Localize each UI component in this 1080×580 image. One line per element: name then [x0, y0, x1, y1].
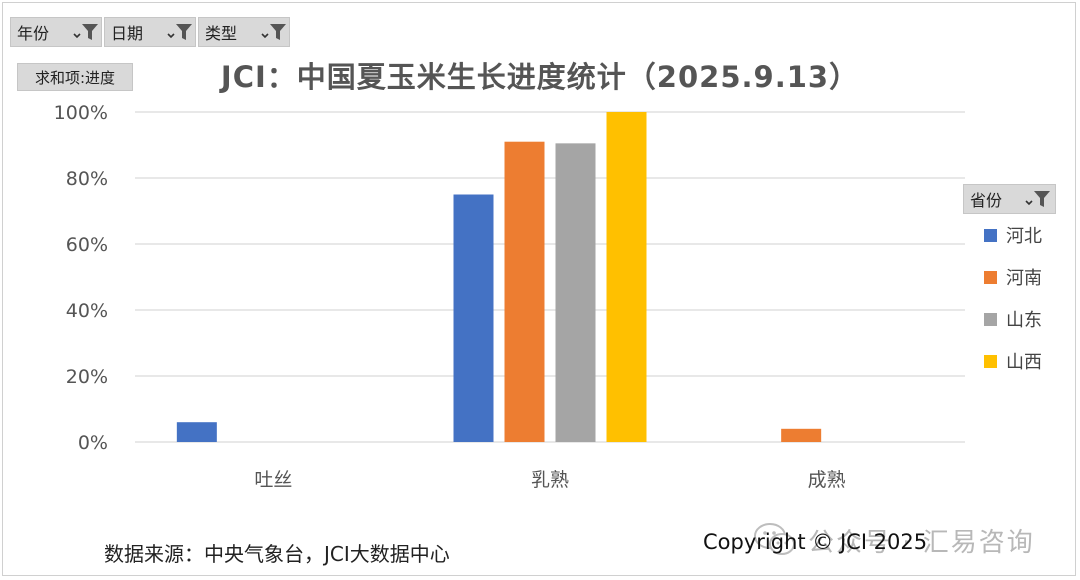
y-tick-label: 0%	[78, 432, 108, 454]
legend-swatch	[984, 270, 997, 284]
bar-山西-乳熟	[606, 112, 647, 442]
y-tick-label: 60%	[66, 234, 108, 256]
filter-type-button[interactable]: 类型	[198, 17, 290, 47]
legend-label: 河南	[1006, 268, 1042, 289]
filter-funnel-icon	[259, 18, 289, 46]
legend-label: 山西	[1006, 352, 1042, 373]
filter-funnel-icon	[71, 18, 101, 46]
watermark-text: 公众号 · 汇易咨询	[808, 528, 1035, 558]
y-tick-label: 80%	[66, 168, 108, 190]
x-category-label: 乳熟	[531, 469, 569, 491]
wechat-icon	[754, 523, 795, 555]
filter-year-button[interactable]: 年份	[10, 17, 102, 47]
legend-label: 山东	[1006, 310, 1042, 331]
legend-item-山东[interactable]: 山东	[984, 306, 1042, 332]
legend-item-河北[interactable]: 河北	[984, 222, 1042, 248]
y-tick-label: 100%	[54, 102, 108, 124]
chart-title: JCI：中国夏玉米生长进度统计（2025.9.13）	[220, 60, 860, 94]
source-note: 数据来源：中央气象台，JCI大数据中心	[104, 542, 450, 566]
bar-河南-乳熟	[504, 141, 545, 442]
filter-date-button[interactable]: 日期	[104, 17, 196, 47]
filter-type-label: 类型	[205, 24, 238, 43]
filter-year-label: 年份	[17, 24, 50, 43]
copyright-text: Copyright © JCI 2025	[703, 530, 928, 554]
y-tick-label: 20%	[66, 366, 108, 388]
x-category-label: 吐丝	[254, 469, 292, 491]
filter-funnel-icon	[1021, 189, 1055, 209]
legend-swatch	[984, 312, 997, 326]
gridlines	[135, 111, 965, 443]
y-tick-label: 40%	[66, 300, 108, 322]
legend-swatch	[984, 228, 997, 242]
bar-河南-成熟	[781, 428, 822, 442]
legend-swatch	[984, 354, 997, 368]
bar-山东-乳熟	[555, 143, 596, 442]
legend-field-label: 省份	[970, 191, 1003, 210]
axis-labels: 0% 20% 40% 60% 80% 100% 吐丝 乳熟 成熟	[54, 102, 846, 491]
value-field-button[interactable]: 求和项:进度	[17, 63, 133, 91]
legend-item-河南[interactable]: 河南	[984, 264, 1042, 290]
legend-label: 河北	[1006, 226, 1042, 247]
bars	[176, 112, 822, 442]
bar-河北-吐丝	[176, 422, 217, 442]
filter-funnel-icon	[165, 18, 195, 46]
legend-item-山西[interactable]: 山西	[984, 348, 1042, 374]
bar-河北-乳熟	[453, 194, 494, 442]
filter-date-label: 日期	[111, 24, 144, 43]
legend-field-button[interactable]: 省份	[963, 184, 1056, 214]
x-category-label: 成熟	[808, 469, 846, 491]
